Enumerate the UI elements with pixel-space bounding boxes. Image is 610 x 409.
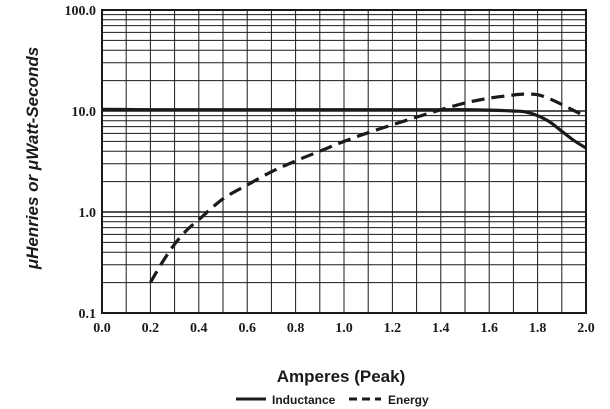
legend-label-inductance: Inductance <box>272 393 336 407</box>
y-tick-label: 10.0 <box>72 105 97 120</box>
series-line-energy <box>149 92 587 284</box>
x-tick-label: 0.4 <box>190 321 208 336</box>
x-tick-label: 2.0 <box>577 321 595 336</box>
grid <box>102 10 586 313</box>
x-tick-label: 1.0 <box>335 321 353 336</box>
legend-label-energy: Energy <box>388 393 429 407</box>
x-tick-labels: 0.0 0.2 0.4 0.6 0.8 1.0 1.2 1.4 1.6 1.8 2.0 <box>93 321 595 336</box>
series-line-inductance <box>101 107 587 150</box>
y-tick-label: 1.0 <box>79 206 97 221</box>
x-tick-label: 0.2 <box>142 321 160 336</box>
x-tick-label: 0.8 <box>287 321 305 336</box>
plot-frame <box>101 9 587 314</box>
y-axis-title: μHenries or μWatt-Seconds <box>23 47 42 270</box>
y-tick-labels: 0.1 1.0 10.0 100.0 <box>65 4 97 322</box>
y-tick-label: 0.1 <box>79 307 97 322</box>
x-tick-label: 0.6 <box>238 321 256 336</box>
series-layer <box>101 92 587 284</box>
x-tick-label: 1.8 <box>529 321 547 336</box>
x-tick-label: 0.0 <box>93 321 111 336</box>
x-tick-label: 1.4 <box>432 321 450 336</box>
legend: Inductance Energy <box>236 393 429 407</box>
x-tick-label: 1.6 <box>480 321 498 336</box>
y-tick-label: 100.0 <box>65 4 97 19</box>
x-tick-label: 1.2 <box>384 321 402 336</box>
x-axis-title: Amperes (Peak) <box>277 367 406 386</box>
